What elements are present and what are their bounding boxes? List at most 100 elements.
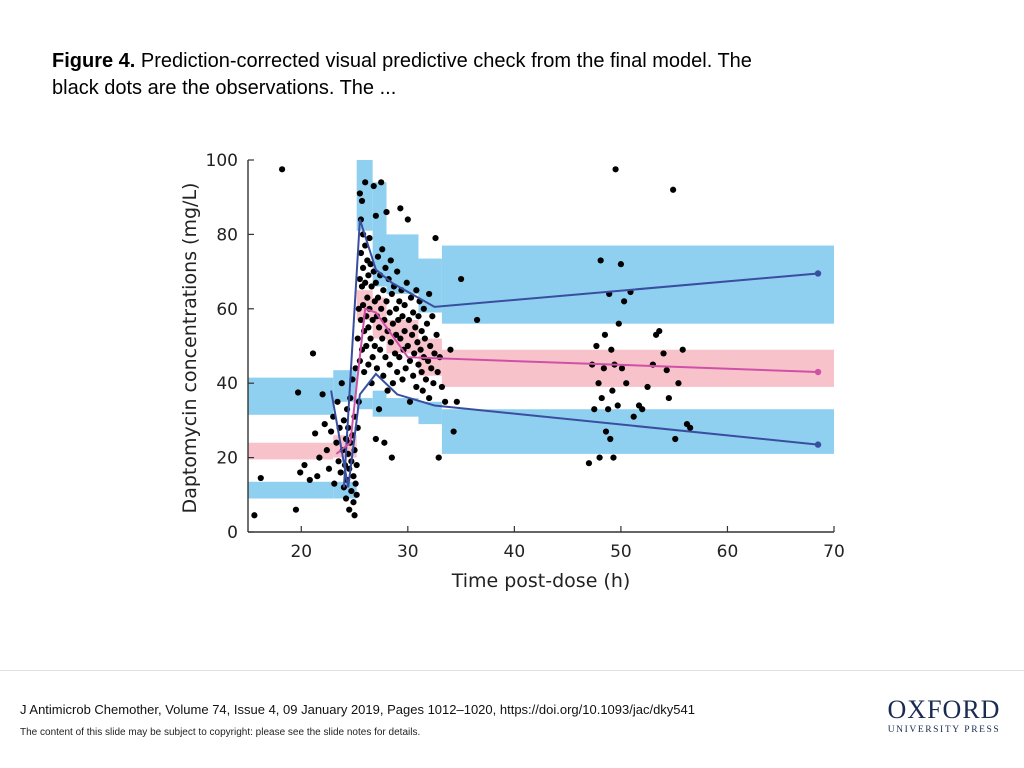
observation-point [335,458,342,465]
y-tick-label: 80 [216,225,238,245]
observation-point [453,398,460,405]
observation-point [413,383,420,391]
observation-point [356,190,363,197]
logo-wordmark: OXFORD [887,695,1001,724]
median-pi-band [441,349,834,387]
observation-point [401,301,408,309]
observation-point [424,357,432,364]
logo-subtitle: UNIVERSITY PRESS [887,725,1001,735]
observation-point [415,313,422,320]
observation-point [342,495,350,502]
observation-point [388,290,395,298]
observation-point [403,279,410,286]
x-axis-label: Time post-dose (h) [451,570,631,592]
observation-point [395,316,402,324]
observation-point [366,235,373,242]
observation-point [429,313,436,320]
observation-point [358,197,366,205]
upper-pi-band [356,160,373,231]
observation-point [338,380,345,387]
observation-point [316,454,323,461]
observation-point [407,294,415,301]
percentile-lines [330,219,822,488]
observation-point [380,372,387,379]
observation-point [312,430,319,437]
observation-point [431,350,438,357]
observation-point [362,279,369,286]
observation-point [379,335,386,342]
chart-axes: 0 20 40 60 80 100 20 30 40 50 60 70 [206,151,845,562]
upper-line-endpoint [814,270,822,277]
observation-point [621,298,628,305]
observation-point [433,331,440,338]
x-tick-label: 60 [717,542,739,562]
observation-point [292,506,300,513]
observation-point [660,350,667,357]
observation-point [396,354,403,361]
observation-point [389,320,397,327]
observation-point [434,368,441,376]
y-tick-label: 40 [216,374,238,394]
observation-point [609,387,616,394]
x-tick-label: 30 [397,542,419,562]
observation-point [607,435,614,443]
observation-point [301,461,308,469]
observation-point [610,454,617,461]
observation-point [372,435,379,443]
upper-pi-band [248,377,334,415]
observation-point [325,465,333,472]
observation-point [346,506,353,513]
figure-caption: Figure 4. Prediction-corrected visual pr… [52,48,772,102]
median-line-endpoint [814,368,822,376]
observation-point [410,372,417,379]
observation-point [278,166,286,173]
lower-pi-band [441,409,834,454]
observation-point [427,342,434,350]
upper-pi-band [386,234,419,294]
observation-point [675,380,682,387]
observation-point [410,309,417,316]
observation-point [457,275,465,283]
observation-point [585,460,593,467]
observation-point [333,439,340,446]
observation-point [639,406,646,413]
figure-label: Figure 4. [52,50,136,72]
observation-point [399,376,406,383]
observation-point [397,335,404,342]
copyright-notice: The content of this slide may be subject… [20,727,421,738]
observation-point [365,361,372,368]
observation-point [319,391,326,398]
observation-point [389,380,397,387]
observation-point [294,389,302,396]
observation-point [435,454,442,461]
observation-point [391,350,399,357]
vpc-chart: 0 20 40 60 80 100 20 30 40 50 60 70 Daptomycin conc… [179,151,845,592]
observation-point [353,461,360,469]
observation-point [370,182,377,190]
observation-point [394,368,401,376]
observation-point [442,398,449,405]
observation-point [423,320,431,327]
observation-point [602,428,610,435]
observation-point [383,208,390,216]
observation-point [382,264,389,271]
observation-point [411,350,418,357]
observation-point [367,261,374,268]
observation-point [618,365,626,372]
observation-point [383,298,390,305]
observation-point [357,316,365,324]
observation-point [352,365,359,372]
observation-point [251,512,258,519]
observation-point [362,179,369,186]
observation-point [672,435,679,443]
observation-point [428,365,435,372]
observation-point [359,301,367,309]
observation-point [415,361,422,368]
observation-point [438,383,446,391]
observation-point [361,368,368,376]
observation-point [656,328,663,335]
observation-point [350,499,357,506]
observation-point [314,473,321,480]
observation-points [251,166,694,519]
footer-divider [0,670,1024,671]
